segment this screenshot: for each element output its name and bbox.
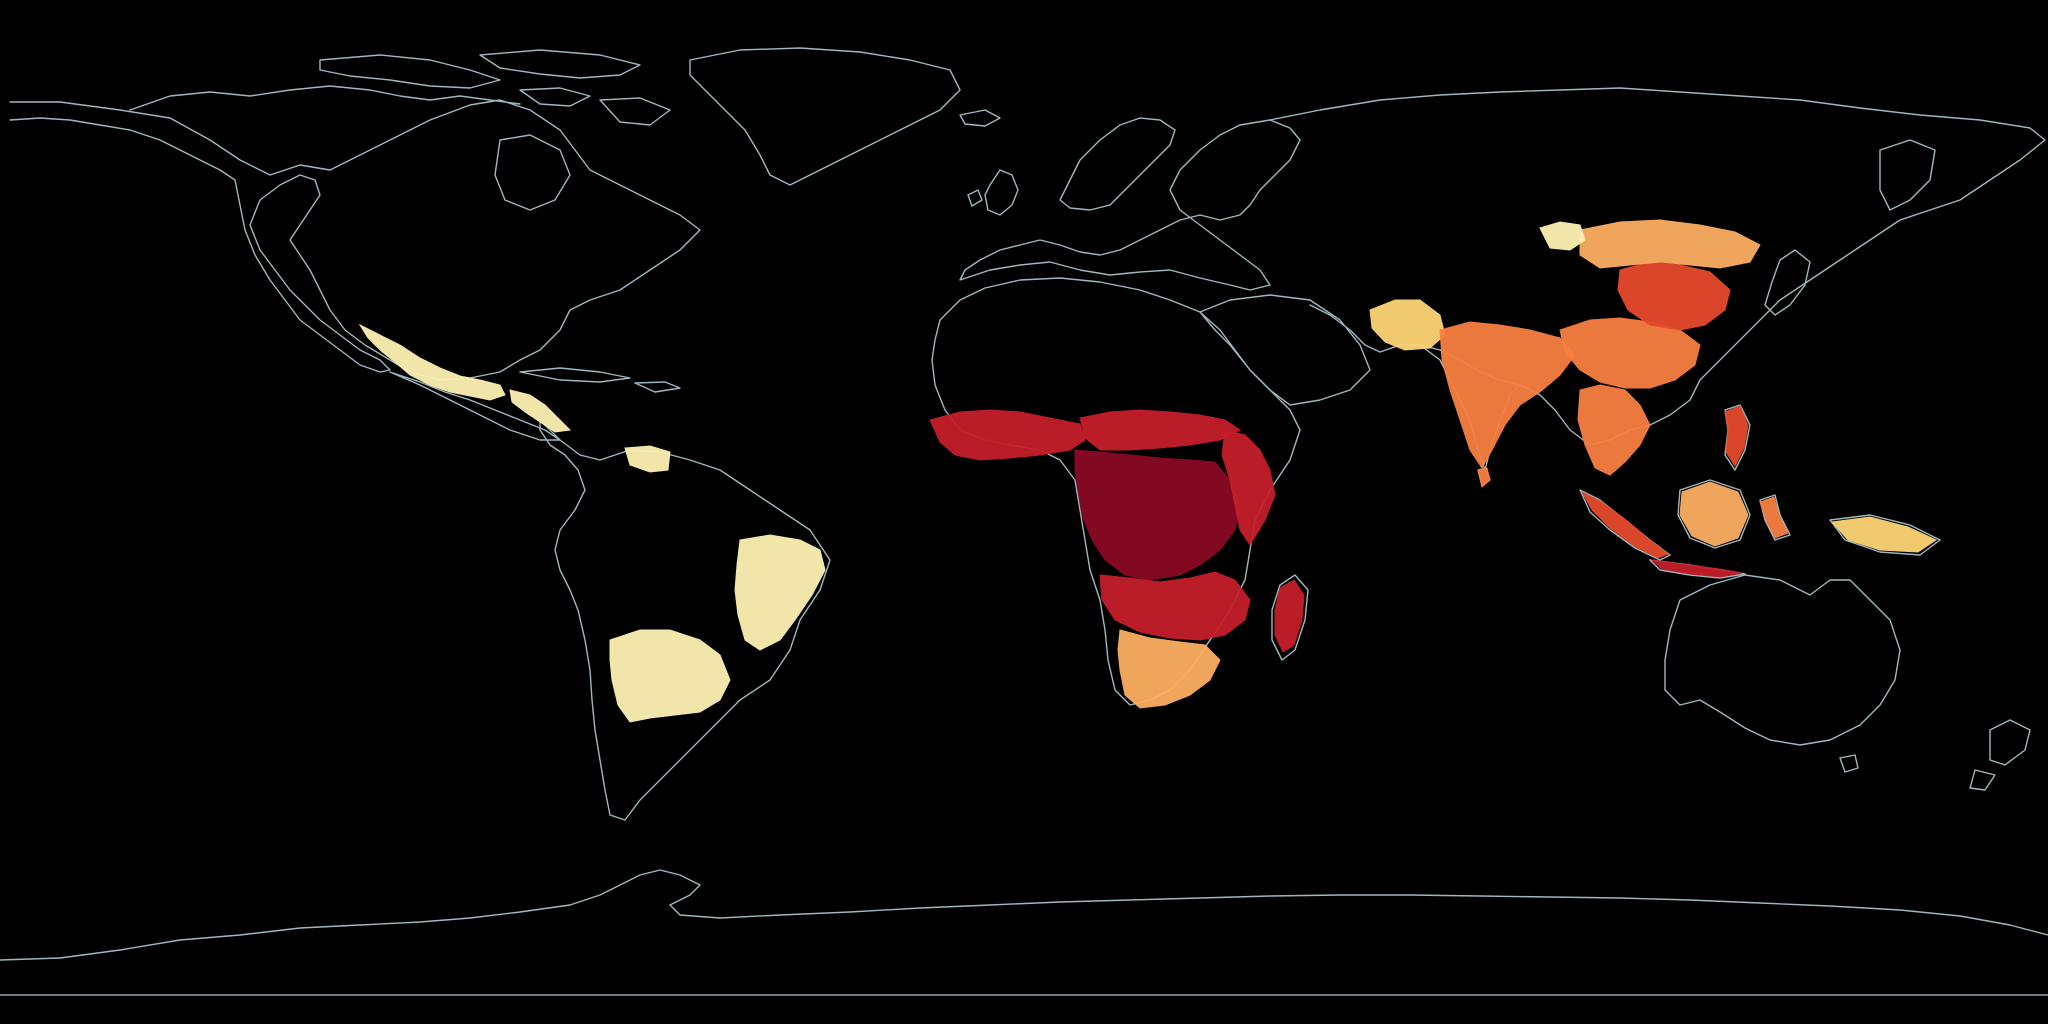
coastline-arabia [1199, 294, 1371, 406]
coastline-greenland [689, 47, 961, 186]
coastline-new-guinea [1829, 514, 1941, 556]
region-northern-china[interactable] [1579, 219, 1761, 269]
region-sahel[interactable] [1079, 409, 1241, 451]
coastline-britain [967, 169, 1019, 216]
coastline-hudson-bay [494, 134, 571, 211]
coastline-central-america [389, 371, 561, 441]
coastlines [0, 47, 2048, 996]
region-sri-lanka[interactable] [1477, 467, 1491, 488]
coastline-kamchatka [1879, 139, 1936, 211]
coastline-arctic-islands [319, 49, 671, 126]
region-mongolia-border[interactable] [1539, 221, 1586, 251]
region-central-america[interactable] [509, 389, 572, 433]
coastline-antarctica [0, 869, 2048, 961]
coastline-cuba [519, 367, 631, 383]
region-southeast-asia[interactable] [1577, 384, 1651, 476]
coastline-new-zealand [1969, 719, 2031, 791]
region-southern-africa-south[interactable] [1117, 629, 1221, 709]
region-eastern-brazil[interactable] [734, 534, 826, 651]
coastline-scandinavia [1059, 117, 1176, 211]
region-philippines[interactable] [1724, 405, 1749, 468]
coastline-madagascar [1271, 574, 1309, 661]
choropleth-layer [358, 219, 1938, 723]
coastline-hispaniola [634, 381, 681, 393]
coastline-south-america [539, 419, 831, 821]
region-southern-africa-north[interactable] [1099, 571, 1251, 641]
coastline-sulawesi [1759, 494, 1791, 541]
region-northern-south-america[interactable] [624, 445, 671, 473]
region-eastern-china[interactable] [1617, 261, 1731, 331]
coastline-australia [1664, 574, 1901, 746]
region-sumatra[interactable] [1580, 490, 1669, 559]
region-southern-china[interactable] [1559, 317, 1701, 389]
region-east-africa[interactable] [1221, 429, 1276, 546]
region-borneo[interactable] [1679, 481, 1749, 547]
coastline-canada-arctic [129, 85, 521, 111]
coastline-north-america [9, 99, 701, 381]
region-southern-brazil-paraguay[interactable] [609, 629, 731, 723]
region-mexico[interactable] [358, 323, 506, 401]
coastline-tasmania [1839, 754, 1859, 773]
region-sulawesi[interactable] [1759, 496, 1789, 539]
region-java[interactable] [1650, 559, 1743, 578]
region-madagascar[interactable] [1274, 579, 1305, 653]
region-west-africa[interactable] [929, 409, 1086, 461]
coastline-iceland [959, 109, 1001, 127]
coastline-japan [1764, 249, 1811, 316]
region-india[interactable] [1439, 321, 1576, 469]
coastline-borneo [1677, 479, 1751, 549]
region-pakistan[interactable] [1369, 299, 1446, 351]
region-central-africa[interactable] [1074, 449, 1241, 581]
region-new-guinea[interactable] [1830, 516, 1938, 553]
